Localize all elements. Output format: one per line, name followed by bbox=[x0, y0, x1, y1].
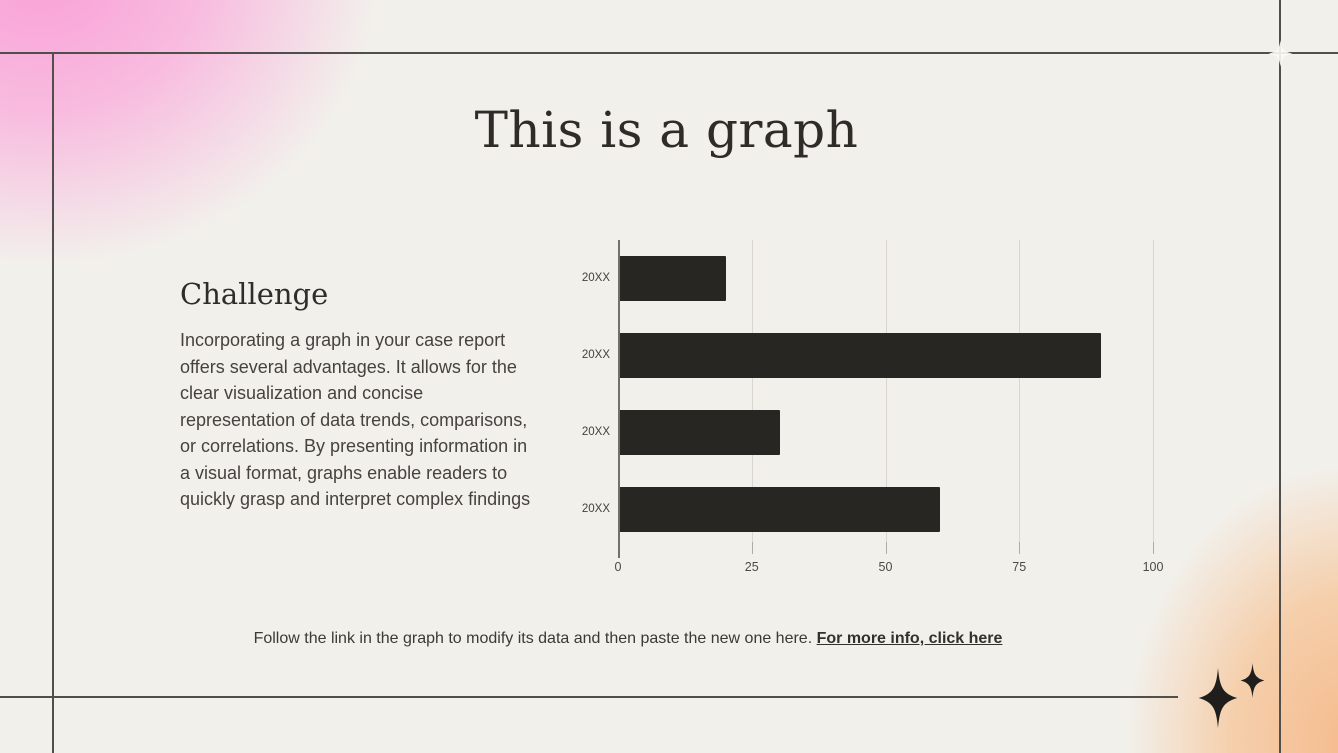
chart-tick bbox=[751, 542, 753, 554]
chart-gridline bbox=[751, 240, 753, 546]
chart-tick-label: 50 bbox=[878, 560, 893, 574]
chart-gridline bbox=[885, 240, 887, 546]
section-body-text: Incorporating a graph in your case repor… bbox=[180, 330, 531, 509]
chart-gridline bbox=[1019, 240, 1021, 546]
chart-tick-label: 25 bbox=[744, 560, 759, 574]
chart-bar bbox=[619, 487, 940, 532]
chart-gridline bbox=[1153, 240, 1154, 546]
chart-category-label: 20XX bbox=[581, 503, 610, 515]
chart-category-label: 20XX bbox=[581, 272, 610, 284]
chart-bar bbox=[619, 410, 780, 455]
sparkle-icon bbox=[1240, 663, 1265, 698]
sparkle-icon bbox=[1198, 668, 1238, 728]
frame-line-right bbox=[1279, 0, 1281, 753]
caption: Follow the link in the graph to modify i… bbox=[53, 630, 1203, 648]
frame-line-top bbox=[0, 52, 1338, 54]
page-title: This is a graph bbox=[474, 101, 859, 159]
sparkle-icon-white bbox=[1268, 40, 1293, 67]
chart-tick bbox=[885, 542, 887, 554]
bar-chart: 0 25 50 75 100 20XX 20XX 20XX 20XX bbox=[582, 240, 1163, 574]
chart-bar bbox=[619, 333, 1101, 378]
more-info-link[interactable]: For more info, click here bbox=[816, 630, 1003, 647]
frame-line-left bbox=[52, 52, 54, 753]
section-heading: Challenge bbox=[180, 277, 329, 311]
chart-y-axis bbox=[618, 240, 620, 558]
chart-tick-label: 0 bbox=[614, 560, 622, 574]
chart-bar bbox=[619, 256, 726, 301]
chart-tick bbox=[1153, 542, 1154, 554]
chart-category-label: 20XX bbox=[581, 349, 610, 361]
chart-tick bbox=[1019, 542, 1021, 554]
chart-tick-label: 75 bbox=[1012, 560, 1027, 574]
frame-line-bottom bbox=[0, 696, 1178, 698]
chart-category-label: 20XX bbox=[581, 426, 610, 438]
caption-text: Follow the link in the graph to modify i… bbox=[253, 630, 817, 647]
chart-tick-label: 100 bbox=[1142, 560, 1164, 574]
